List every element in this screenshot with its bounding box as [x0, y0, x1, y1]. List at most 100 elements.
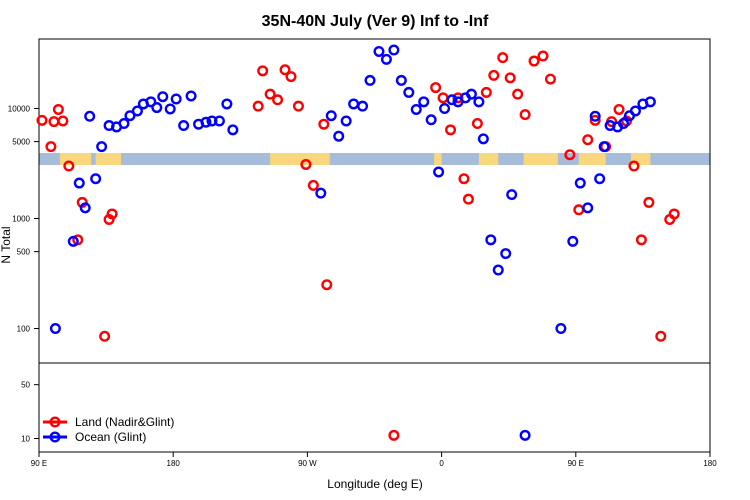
- ocean-point: [213, 115, 225, 127]
- y-tick-label: 10: [21, 435, 30, 444]
- land-point: [388, 429, 400, 441]
- land-point: [63, 160, 75, 172]
- legend-ocean-marker: [49, 431, 61, 443]
- ocean-point: [644, 96, 656, 108]
- data-points: [36, 44, 680, 441]
- ocean-point: [373, 45, 385, 57]
- map-land-segment: [523, 153, 558, 165]
- ocean-point: [185, 90, 197, 102]
- land-point: [564, 149, 576, 161]
- land-point: [497, 52, 509, 64]
- land-point: [544, 73, 556, 85]
- ocean-point: [403, 86, 415, 98]
- map-land-segment: [478, 153, 499, 165]
- ocean-point: [629, 105, 641, 117]
- map-land-segment: [578, 153, 606, 165]
- legend-land-marker: [49, 416, 61, 428]
- map-ocean-band: [39, 153, 710, 165]
- ocean-point: [418, 96, 430, 108]
- land-point: [613, 103, 625, 115]
- ocean-point: [380, 53, 392, 65]
- y-tick-label: 5000: [12, 138, 30, 147]
- land-point: [635, 234, 647, 246]
- y-axis: 100 500 1000 5000 10000 10 50: [8, 105, 39, 444]
- ocean-point: [477, 133, 489, 145]
- map-land-segment: [95, 153, 122, 165]
- ocean-point: [598, 141, 610, 153]
- land-point: [458, 173, 470, 185]
- land-point: [300, 158, 312, 170]
- ocean-point: [49, 323, 61, 335]
- ocean-point: [473, 96, 485, 108]
- y-tick-label: 50: [21, 381, 30, 390]
- land-point: [292, 100, 304, 112]
- y-tick-label: 1000: [12, 215, 30, 224]
- ocean-point: [73, 177, 85, 189]
- ocean-point: [170, 93, 182, 105]
- land-point: [528, 55, 540, 67]
- land-point: [36, 114, 48, 126]
- ocean-point: [589, 110, 601, 122]
- ocean-point: [433, 166, 445, 178]
- y-tick-label: 10000: [8, 105, 31, 114]
- land-point: [537, 50, 549, 62]
- legend-land-label: Land (Nadir&Glint): [75, 415, 174, 429]
- ocean-point: [485, 234, 497, 246]
- land-point: [573, 204, 585, 216]
- ocean-point: [618, 118, 630, 130]
- land-point: [519, 109, 531, 121]
- ocean-point: [594, 173, 606, 185]
- land-point: [668, 208, 680, 220]
- land-point: [321, 279, 333, 291]
- legend-ocean-label: Ocean (Glint): [75, 430, 146, 444]
- ocean-point: [425, 114, 437, 126]
- chart-title: 35N-40N July (Ver 9) Inf to -Inf: [262, 13, 489, 30]
- ocean-point: [178, 120, 190, 132]
- ocean-point: [340, 115, 352, 127]
- land-point: [480, 86, 492, 98]
- ocean-point: [325, 110, 337, 122]
- ocean-point: [395, 74, 407, 86]
- ocean-point: [315, 187, 327, 199]
- land-point: [430, 82, 442, 94]
- ocean-point: [567, 235, 579, 247]
- land-point: [106, 208, 118, 220]
- land-point: [264, 88, 276, 100]
- map-land-segment: [630, 153, 651, 165]
- ocean-point: [465, 88, 477, 100]
- y-tick-label: 100: [17, 325, 31, 334]
- ocean-point: [221, 98, 233, 110]
- y-tick-label: 500: [17, 248, 31, 257]
- land-point: [462, 193, 474, 205]
- land-point: [285, 71, 297, 83]
- x-axis: 90 E 180 90 W 0 90 E 180: [31, 452, 717, 468]
- land-point: [488, 69, 500, 81]
- ocean-point: [519, 429, 531, 441]
- ocean-point: [164, 103, 176, 115]
- ocean-point: [439, 102, 451, 114]
- ocean-point: [388, 44, 400, 56]
- land-point: [471, 118, 483, 130]
- ocean-point: [79, 202, 91, 214]
- land-point: [279, 64, 291, 76]
- x-tick-label: 90 E: [568, 459, 584, 468]
- ocean-point: [157, 91, 169, 103]
- ocean-point: [227, 124, 239, 136]
- ocean-point: [333, 130, 345, 142]
- land-point: [272, 94, 284, 106]
- ocean-point: [446, 94, 458, 106]
- ocean-point: [582, 202, 594, 214]
- land-point: [643, 196, 655, 208]
- ocean-point: [574, 177, 586, 189]
- ocean-point: [200, 116, 212, 128]
- land-point: [257, 65, 269, 77]
- ocean-point: [357, 100, 369, 112]
- x-tick-label: 180: [167, 459, 181, 468]
- land-point: [318, 118, 330, 130]
- ocean-point: [348, 98, 360, 110]
- ocean-point: [124, 110, 136, 122]
- ocean-point: [151, 102, 163, 114]
- land-point: [655, 330, 667, 342]
- ocean-point: [364, 74, 376, 86]
